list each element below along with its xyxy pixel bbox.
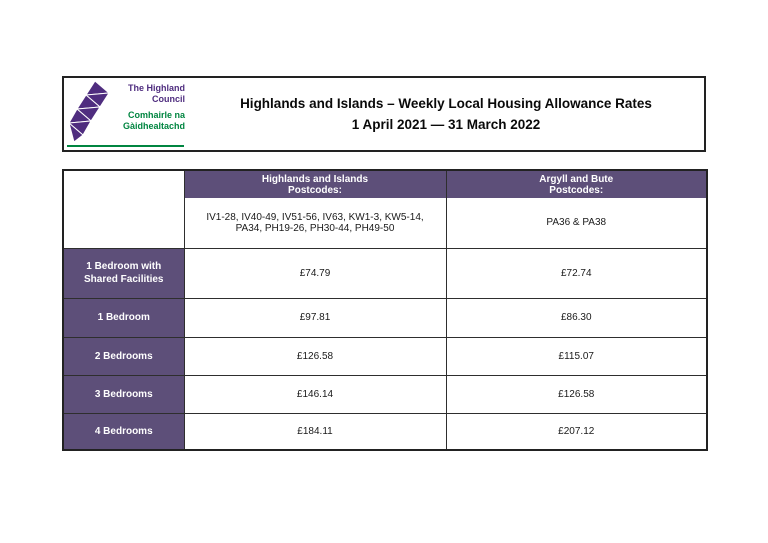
- postcodes-highlands-line2: PA34, PH19-26, PH30-44, PH49-50: [235, 222, 395, 234]
- row-label: 4 Bedrooms: [62, 412, 185, 451]
- column-header-highlands: Highlands and Islands Postcodes:: [183, 169, 447, 198]
- page-title: Highlands and Islands – Weekly Local Hou…: [188, 78, 704, 150]
- row-label: 1 Bedroom: [62, 297, 185, 338]
- highland-council-logo: The Highland Council Comhairle na Gàidhe…: [64, 78, 188, 150]
- table-row: 1 Bedroom with Shared Facilities £74.79 …: [62, 247, 708, 299]
- logo-wordmark: The Highland Council Comhairle na Gàidhe…: [109, 83, 185, 132]
- table-row: 4 Bedrooms £184.11 £207.12: [62, 412, 708, 451]
- page-title-line1: Highlands and Islands – Weekly Local Hou…: [240, 96, 652, 111]
- postcodes-highlands: IV1-28, IV40-49, IV51-56, IV63, KW1-3, K…: [183, 198, 447, 249]
- column-header-argyll-line1: Argyll and Bute: [539, 173, 614, 185]
- page-title-line2: 1 April 2021 — 31 March 2022: [351, 117, 541, 132]
- postcodes-argyll: PA36 & PA38: [445, 198, 708, 249]
- rate-cell-argyll: £207.12: [445, 412, 708, 451]
- postcodes-highlands-line1: IV1-28, IV40-49, IV51-56, IV63, KW1-3, K…: [206, 211, 424, 223]
- table-row: 1 Bedroom £97.81 £86.30: [62, 297, 708, 338]
- rate-cell-highlands: £97.81: [183, 297, 447, 338]
- logo-underline-rule: [67, 145, 184, 147]
- rate-cell-highlands: £146.14: [183, 374, 447, 414]
- rate-cell-highlands: £184.11: [183, 412, 447, 451]
- logo-name-line1: The Highland: [128, 83, 185, 93]
- rate-cell-argyll: £126.58: [445, 374, 708, 414]
- rate-cell-highlands: £126.58: [183, 336, 447, 376]
- logo-gaelic-line2: Gàidhealtachd: [122, 121, 185, 131]
- rate-cell-argyll: £115.07: [445, 336, 708, 376]
- row-label: 1 Bedroom with Shared Facilities: [62, 247, 185, 299]
- column-header-argyll: Argyll and Bute Postcodes:: [445, 169, 708, 198]
- column-header-highlands-line2: Postcodes:: [288, 184, 342, 196]
- lha-rates-table: Highlands and Islands Postcodes: Argyll …: [62, 169, 708, 451]
- highland-council-triangles-icon: [68, 80, 111, 143]
- rate-cell-highlands: £74.79: [183, 247, 447, 299]
- logo-gaelic-line1: Comhairle na: [127, 110, 185, 120]
- logo-name-line2: Council: [152, 94, 185, 104]
- table-row: 2 Bedrooms £126.58 £115.07: [62, 336, 708, 376]
- document-header: The Highland Council Comhairle na Gàidhe…: [62, 76, 706, 152]
- column-header-highlands-line1: Highlands and Islands: [261, 173, 369, 185]
- column-header-argyll-line2: Postcodes:: [549, 184, 604, 196]
- table-row: 3 Bedrooms £146.14 £126.58: [62, 374, 708, 414]
- rate-cell-argyll: £72.74: [445, 247, 708, 299]
- row-label: 3 Bedrooms: [62, 374, 185, 414]
- empty-corner-cell: [62, 169, 185, 249]
- row-label: 2 Bedrooms: [62, 336, 185, 376]
- rate-cell-argyll: £86.30: [445, 297, 708, 338]
